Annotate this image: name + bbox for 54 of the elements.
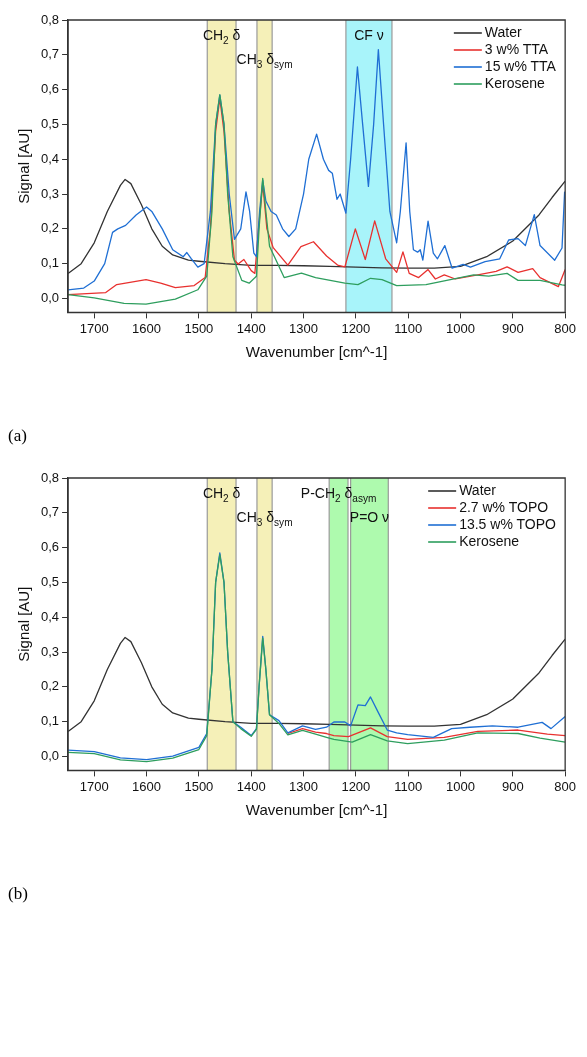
y-tick-label: 0,3 [40,643,60,659]
text: (a) [8,426,28,446]
x-tick-label: 1600 [132,320,162,336]
y-tick-label: 0,5 [40,574,60,590]
y-tick-label: 0,4 [40,150,60,166]
legend-label: 3 w% TTA [484,40,549,57]
legend-label: Water [459,481,497,498]
y-tick-label: 0,7 [40,46,60,62]
x-tick-label: 1400 [236,778,266,794]
x-tick-label: 1000 [446,778,475,794]
legend-label: Kerosene [459,532,520,549]
y-tick-label: 0,1 [40,713,60,729]
legend-label: 15 w% TTA [484,57,557,74]
x-tick-label: 1700 [79,320,109,336]
y-tick-label: 0,6 [40,81,60,97]
x-tick-label: 800 [554,320,577,336]
y-tick-label: 0,2 [40,220,60,236]
y-tick-label: 0,4 [40,608,60,624]
text: (b) [8,884,29,904]
x-tick-label: 1200 [341,320,371,336]
x-axis-title: Wavenumber [cm^-1] [245,343,388,361]
y-tick-label: 0,0 [40,290,60,306]
y-tick-label: 0,7 [40,504,60,520]
x-tick-label: 1700 [79,778,109,794]
y-tick-label: 0,2 [40,678,60,694]
x-tick-label: 900 [501,778,524,794]
x-tick-label: 1200 [341,778,371,794]
x-tick-label: 800 [554,778,577,794]
x-tick-label: 1100 [394,320,423,336]
x-tick-label: 1500 [184,320,214,336]
x-tick-label: 1100 [394,778,423,794]
x-axis-title: Wavenumber [cm^-1] [245,801,388,819]
x-tick-label: 1500 [184,778,214,794]
y-tick-label: 0,3 [40,185,60,201]
y-tick-label: 0,0 [40,748,60,764]
y-tick-label: 0,1 [40,255,60,271]
y-axis-title: Signal [AU] [15,128,33,204]
x-tick-label: 1300 [289,320,318,336]
x-tick-label: 1000 [446,320,475,336]
legend-label: 13.5 w% TOPO [459,515,557,532]
legend-label: Kerosene [484,74,545,91]
y-tick-label: 0,5 [40,116,60,132]
x-tick-label: 1400 [236,320,266,336]
y-tick-label: 0,6 [40,539,60,555]
x-tick-label: 1600 [132,778,162,794]
x-tick-label: 900 [501,320,524,336]
legend-label: 2.7 w% TOPO [459,498,549,515]
x-tick-label: 1300 [289,778,318,794]
band-label: P=O ν [349,509,390,525]
y-tick-label: 0,8 [40,469,60,485]
band-label: CF ν [354,27,384,43]
y-tick-label: 0,8 [40,11,60,27]
legend-label: Water [484,23,522,40]
y-axis-title: Signal [AU] [15,586,33,662]
